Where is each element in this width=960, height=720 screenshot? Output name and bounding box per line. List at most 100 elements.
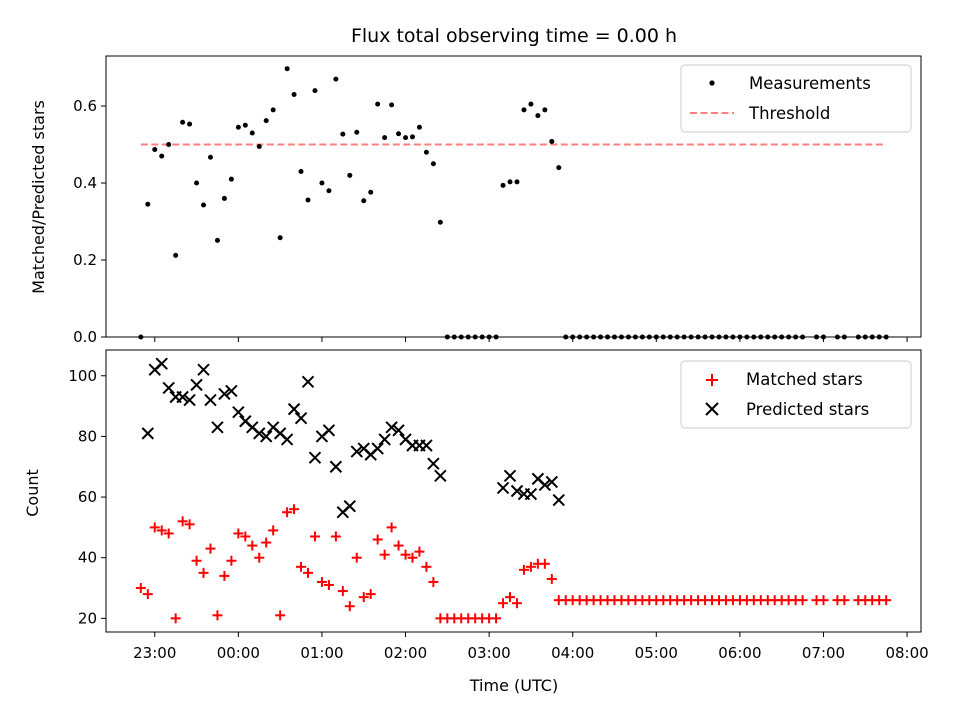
predicted-star-point <box>260 430 273 443</box>
measurement-point <box>423 149 429 155</box>
legend-threshold-label: Threshold <box>748 104 830 123</box>
predicted-star-point <box>204 393 217 407</box>
measurement-point <box>152 147 158 153</box>
bottom-legend: Matched stars Predicted stars <box>680 360 912 429</box>
matched-star-point <box>505 592 516 603</box>
measurement-point <box>800 334 806 340</box>
matched-star-point <box>226 555 237 566</box>
measurement-point <box>883 334 889 340</box>
matched-star-point <box>839 595 850 606</box>
bottom-axes-frame <box>105 349 922 633</box>
matched-star-point <box>205 543 216 554</box>
matched-star-point <box>546 573 557 584</box>
matched-star-point <box>379 549 390 560</box>
measurement-point <box>242 122 248 128</box>
predicted-star-point <box>322 424 336 437</box>
measurement-point <box>444 334 450 340</box>
measurement-point <box>632 334 638 340</box>
measurement-point <box>521 107 527 113</box>
measurement-point <box>409 134 415 140</box>
measurement-point <box>563 334 569 340</box>
bottom-plot-area: 23:00 00:00 01:00 02:00 03:00 04:00 05:00 06:00… <box>68 349 929 662</box>
measurement-point <box>765 334 771 340</box>
measurement-point <box>465 334 471 340</box>
measurement-point <box>869 334 875 340</box>
matched-star-point <box>233 528 244 539</box>
measurement-point <box>570 334 576 340</box>
matched-star-point <box>365 589 376 600</box>
matched-star-point <box>289 504 300 515</box>
matched-star-point <box>337 586 348 597</box>
measurement-point <box>437 219 443 225</box>
predicted-star-point <box>524 487 538 501</box>
measurement-point <box>305 197 311 203</box>
measurement-point <box>674 334 680 340</box>
matched-star-point <box>303 567 314 578</box>
measurement-point <box>291 91 297 97</box>
measurement-point <box>340 131 346 137</box>
measurement-point <box>263 118 269 124</box>
matched-star-point <box>261 537 272 548</box>
predicted-star-point <box>503 469 517 483</box>
matched-star-point <box>344 601 355 612</box>
measurement-point <box>166 142 172 148</box>
measurement-point <box>709 334 715 340</box>
predicted-star-point <box>385 421 398 434</box>
legend-predicted-label: Predicted stars <box>746 400 869 419</box>
matched-star-point <box>240 531 251 542</box>
measurement-point <box>403 135 409 141</box>
predicted-star-point <box>232 405 245 419</box>
measurement-point <box>277 235 283 241</box>
predicted-star-point <box>308 451 322 464</box>
matched-star-point <box>518 564 529 575</box>
matched-star-point <box>525 561 536 572</box>
measurement-point <box>598 334 604 340</box>
top-y-axis-label: Matched/Predicted stars <box>29 100 48 294</box>
measurement-point <box>834 334 840 340</box>
measurement-point <box>486 334 492 340</box>
measurement-point <box>660 334 666 340</box>
predicted-star-point <box>538 478 552 492</box>
measurement-point <box>605 334 611 340</box>
measurement-point <box>744 334 750 340</box>
x-tick-label: 04:00 <box>551 644 594 662</box>
measurement-point <box>688 334 694 340</box>
measurement-point <box>347 172 353 178</box>
measurement-point <box>862 334 868 340</box>
measurement-point <box>361 198 367 204</box>
measurement-point <box>695 334 701 340</box>
predicted-star-point <box>183 393 196 407</box>
matched-star-point <box>219 570 230 581</box>
top-y-tick-label: 0.0 <box>73 328 97 346</box>
measurement-point <box>758 334 764 340</box>
matched-star-point <box>407 552 418 563</box>
measurement-point <box>228 176 234 182</box>
predicted-star-point <box>294 412 308 425</box>
measurement-point <box>354 129 360 135</box>
matched-star-point <box>142 589 153 600</box>
matched-star-point <box>539 558 550 569</box>
matched-star-point <box>170 613 181 624</box>
measurement-point <box>333 76 339 82</box>
matched-star-point <box>275 610 286 621</box>
predicted-star-point <box>350 445 363 458</box>
measurement-point <box>716 334 722 340</box>
x-tick-label: 03:00 <box>468 644 511 662</box>
predicted-star-point <box>420 439 433 452</box>
measurement-point <box>772 334 778 340</box>
measurement-point <box>542 107 548 113</box>
measurement-point <box>159 153 165 159</box>
measurement-point <box>584 334 590 340</box>
predicted-star-point <box>141 427 155 440</box>
x-tick-label: 08:00 <box>885 644 928 662</box>
measurement-point <box>841 334 847 340</box>
x-tick-label: 05:00 <box>635 644 678 662</box>
x-tick-label: 07:00 <box>802 644 845 662</box>
measurement-point <box>319 180 325 186</box>
measurement-point <box>814 334 820 340</box>
measurement-point <box>451 334 457 340</box>
measurement-point <box>479 334 485 340</box>
predicted-star-point <box>190 378 203 392</box>
bottom-legend-box <box>680 360 912 429</box>
